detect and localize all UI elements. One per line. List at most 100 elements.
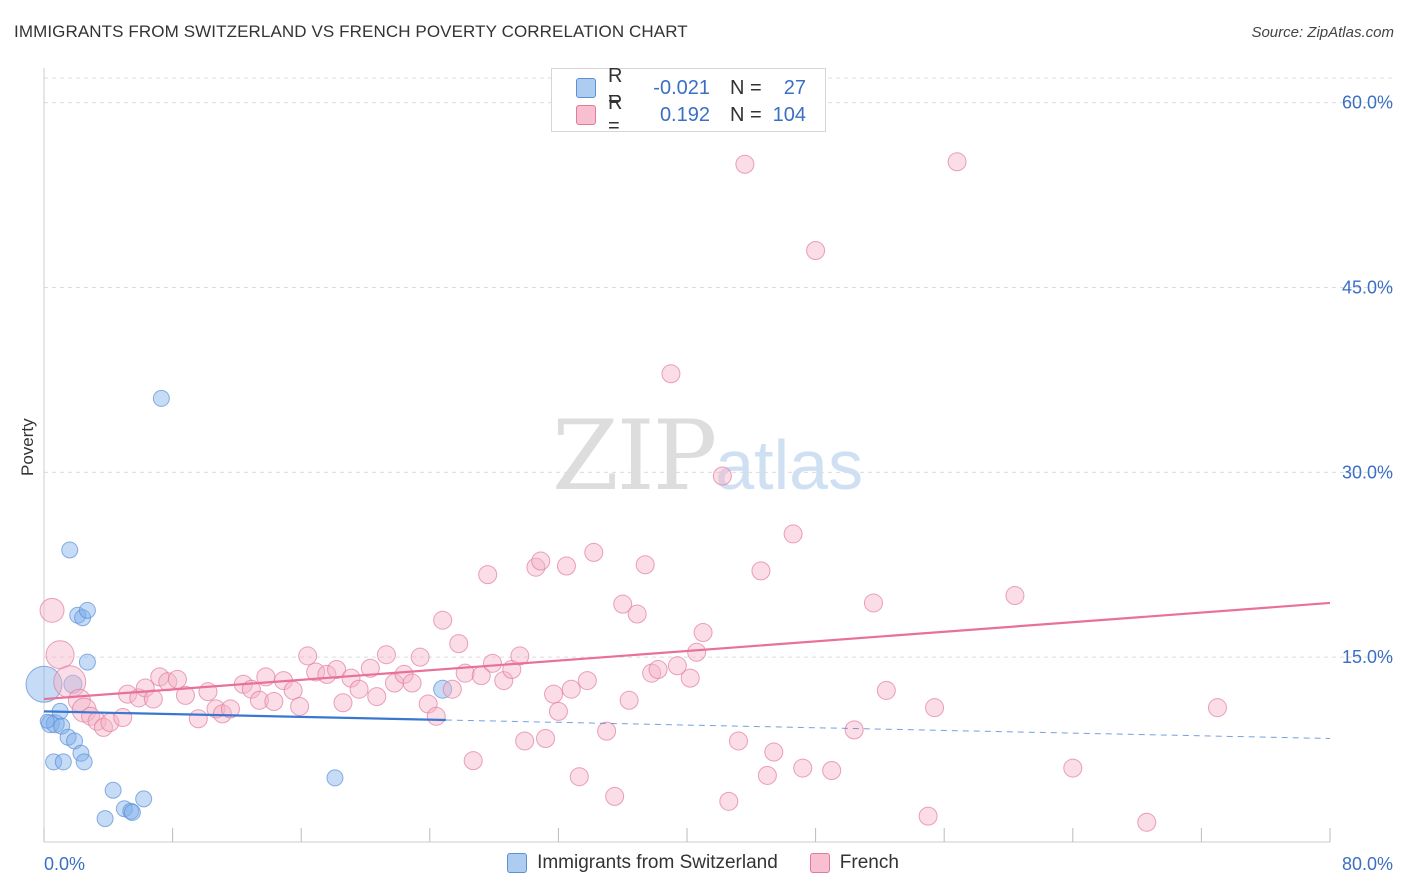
legend-item-switzerland[interactable]: Immigrants from Switzerland — [507, 852, 778, 874]
legend-n-label: N = — [730, 76, 762, 99]
point-french — [712, 466, 732, 486]
point-immigrants-from-switzerland — [104, 781, 122, 799]
point-french — [249, 690, 269, 710]
point-french — [719, 791, 739, 811]
legend-swatch-switzerland — [507, 853, 528, 873]
point-immigrants-from-switzerland — [63, 674, 83, 694]
point-immigrants-from-switzerland — [72, 744, 90, 762]
point-french — [680, 668, 700, 688]
watermark: ZIPatlas — [552, 400, 863, 512]
point-french — [93, 717, 113, 737]
y-axis-label: Poverty — [18, 418, 37, 476]
point-french — [531, 551, 551, 571]
legend-r-label: R = — [608, 65, 623, 110]
legend-swatch-french — [576, 105, 596, 125]
point-french — [728, 731, 748, 751]
point-french — [735, 154, 755, 174]
point-french — [188, 709, 208, 729]
point-french — [605, 786, 625, 806]
watermark-atlas: atlas — [715, 426, 864, 504]
point-french — [876, 680, 896, 700]
point-french — [515, 731, 535, 751]
watermark-zip: ZIP — [552, 400, 717, 512]
legend-r-value: 0.192 — [659, 103, 710, 126]
point-french — [687, 642, 707, 662]
legend-label-switzerland: Immigrants from Switzerland — [537, 852, 778, 873]
point-french — [306, 662, 326, 682]
point-french — [175, 685, 195, 705]
point-french — [327, 659, 347, 679]
legend-row-switzerland: R = -0.021 N = 27 — [576, 65, 806, 110]
legend-row-french: R = 0.192 N = 104 — [576, 92, 806, 137]
trend-line-french — [43, 601, 1331, 701]
legend-r-label: R = — [608, 92, 623, 137]
y-tick-label: 60.0% — [1342, 93, 1393, 113]
point-french — [918, 806, 938, 826]
point-french — [635, 555, 655, 575]
legend-swatch-switzerland — [576, 78, 596, 98]
point-french — [143, 689, 163, 709]
point-french — [806, 241, 826, 261]
point-french — [793, 758, 813, 778]
trend-line-extension-immigrants-from-switzerland — [445, 719, 1331, 739]
point-french — [613, 594, 633, 614]
y-tick-label: 15.0% — [1342, 647, 1393, 667]
point-french — [349, 679, 369, 699]
point-french — [584, 542, 604, 562]
point-french — [925, 698, 945, 718]
point-french — [648, 659, 668, 679]
point-french — [863, 593, 883, 613]
legend-n-value: 104 — [772, 103, 806, 126]
legend-r-value: -0.021 — [653, 76, 710, 99]
correlation-legend: R = -0.021 N = 27 R = 0.192 N = 104 — [551, 65, 826, 137]
legend-item-french[interactable]: French — [809, 852, 899, 874]
point-french — [642, 663, 662, 683]
source-label: Source: ZipAtlas.com — [1251, 24, 1394, 41]
point-immigrants-from-switzerland — [78, 653, 96, 671]
point-immigrants-from-switzerland — [61, 541, 79, 559]
point-immigrants-from-switzerland — [75, 753, 93, 771]
point-french — [548, 701, 568, 721]
point-french — [619, 690, 639, 710]
point-french — [577, 671, 597, 691]
legend-n-label: N = — [730, 103, 762, 126]
point-french — [597, 721, 617, 741]
point-immigrants-from-switzerland — [45, 753, 63, 771]
point-french — [410, 647, 430, 667]
point-french — [627, 604, 647, 624]
point-immigrants-from-switzerland — [326, 769, 344, 787]
point-immigrants-from-switzerland — [78, 601, 96, 619]
point-french — [844, 720, 864, 740]
point-french — [764, 742, 784, 762]
point-french — [113, 708, 133, 728]
point-french — [341, 668, 361, 688]
point-french — [376, 645, 396, 665]
legend-n-value: 27 — [783, 76, 806, 99]
point-french — [757, 765, 777, 785]
point-french — [298, 646, 318, 666]
x-tick-label: 80.0% — [1342, 854, 1393, 874]
series-legend: Immigrants from Switzerland French — [0, 852, 1406, 874]
point-french — [463, 751, 483, 771]
point-french — [426, 706, 446, 726]
point-immigrants-from-switzerland — [69, 606, 87, 624]
point-french — [569, 767, 589, 787]
legend-swatch-french — [809, 853, 830, 873]
point-french — [536, 728, 556, 748]
point-french — [283, 680, 303, 700]
point-french — [220, 699, 240, 719]
chart-title: IMMIGRANTS FROM SWITZERLAND VS FRENCH PO… — [14, 22, 688, 41]
point-french — [360, 658, 380, 678]
point-french — [433, 610, 453, 630]
point-immigrants-from-switzerland — [54, 753, 72, 771]
point-immigrants-from-switzerland — [123, 803, 141, 821]
point-french — [661, 364, 681, 384]
point-french — [39, 597, 65, 623]
point-french — [667, 656, 687, 676]
point-french — [167, 669, 187, 689]
point-french — [1207, 698, 1227, 718]
point-french — [1005, 586, 1025, 606]
point-french — [1137, 812, 1157, 832]
point-french — [494, 671, 514, 691]
